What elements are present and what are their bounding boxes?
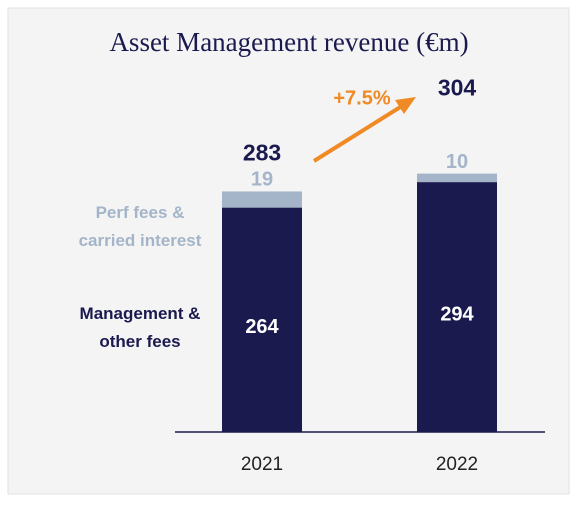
annotation: +7.5% bbox=[333, 87, 390, 109]
x-tick-label: 2022 bbox=[436, 454, 478, 475]
chart-title: Asset Management revenue (€m) bbox=[109, 27, 468, 57]
legend-label: Management & other fees bbox=[79, 304, 201, 351]
legend-label: Perf fees & carried interest bbox=[78, 203, 202, 250]
x-tick-label: 2021 bbox=[241, 454, 283, 475]
arrow-head bbox=[395, 97, 416, 114]
value-label: 10 bbox=[446, 151, 468, 173]
value-label: 19 bbox=[251, 169, 273, 191]
bar-segment bbox=[417, 182, 497, 432]
total-label: 283 bbox=[243, 140, 281, 166]
bar-segment bbox=[222, 207, 302, 432]
bar-segment bbox=[417, 173, 497, 183]
growth-arrow bbox=[312, 104, 404, 163]
value-label: 294 bbox=[440, 303, 474, 325]
bar-segment bbox=[222, 191, 302, 208]
total-label: 304 bbox=[438, 75, 477, 101]
value-label: 264 bbox=[245, 316, 279, 338]
